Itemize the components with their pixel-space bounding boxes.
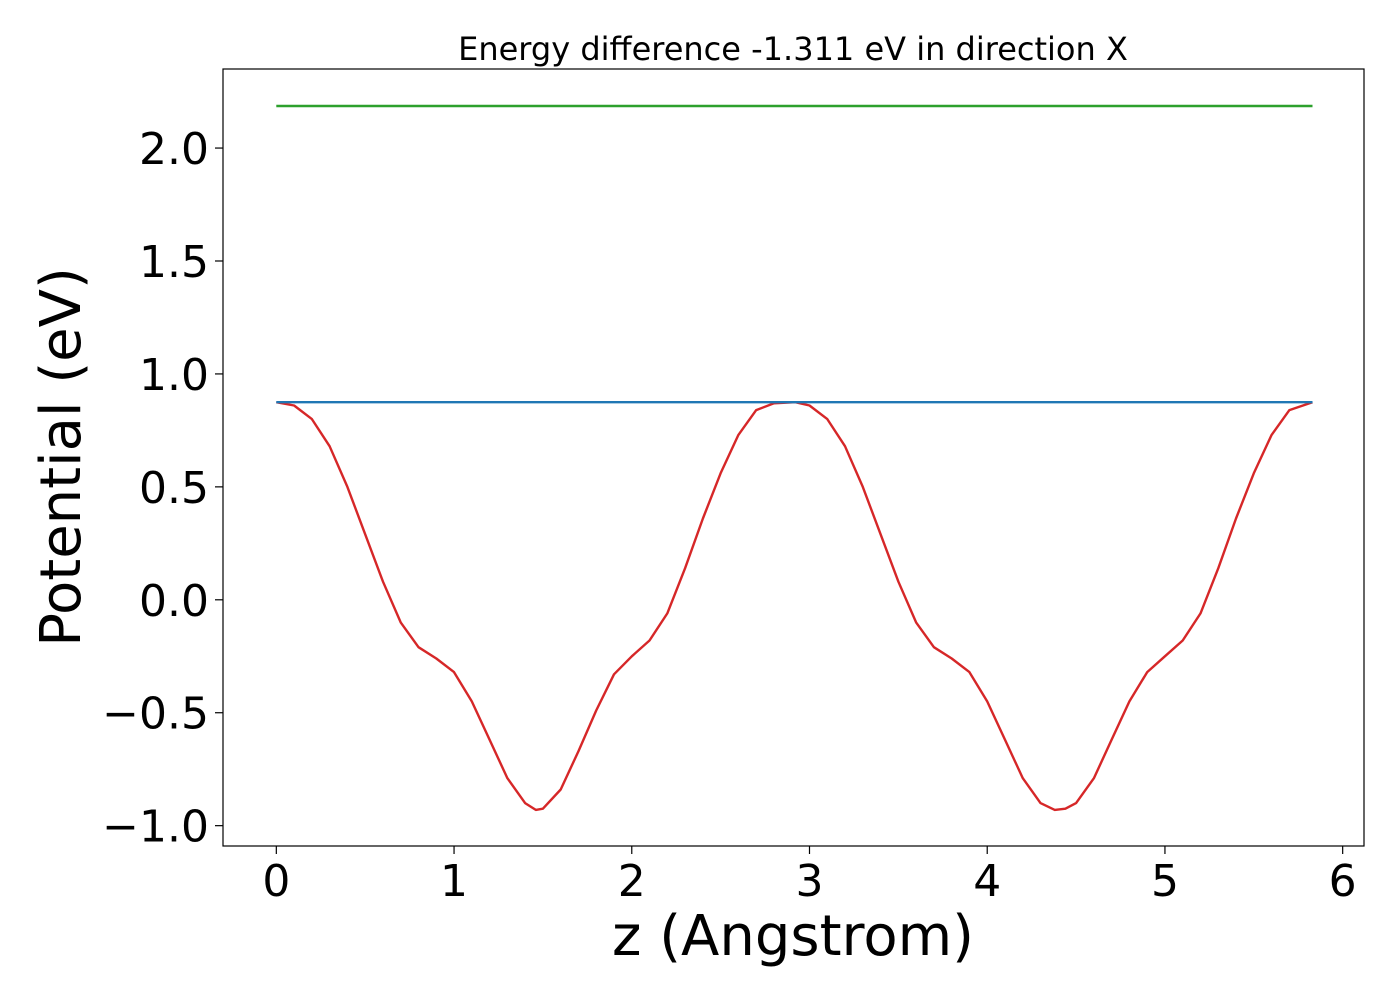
plot-frame: [222, 68, 1365, 847]
y-tick-label: 0.0: [139, 576, 209, 627]
series-line-0: [276, 401, 1313, 812]
x-tick-label: 5: [1151, 856, 1179, 907]
x-tick-label: 1: [440, 856, 468, 907]
x-tick-label: 3: [795, 856, 823, 907]
chart-title: Energy difference -1.311 eV in direction…: [458, 30, 1128, 68]
y-tick-label: −0.5: [102, 689, 209, 740]
y-tick-label: −1.0: [102, 802, 209, 853]
series-layer: [276, 104, 1313, 812]
x-tick-label: 0: [262, 856, 290, 907]
y-axis-label: Potential (eV): [29, 267, 94, 647]
plot-area: [222, 68, 1365, 847]
x-tick-label: 6: [1329, 856, 1357, 907]
axis-ticks: 0 1 2 3 4 5 6 −1.0 −0.5 0.0 0.5 1.0 1.5 2.0: [102, 124, 1357, 907]
x-tick-label: 4: [973, 856, 1001, 907]
x-axis-label: z (Angstrom): [612, 904, 974, 969]
y-tick-label: 1.5: [139, 237, 209, 288]
x-tick-label: 2: [618, 856, 646, 907]
y-tick-label: 0.5: [139, 463, 209, 514]
y-tick-label: 2.0: [139, 124, 209, 175]
y-tick-label: 1.0: [139, 350, 209, 401]
